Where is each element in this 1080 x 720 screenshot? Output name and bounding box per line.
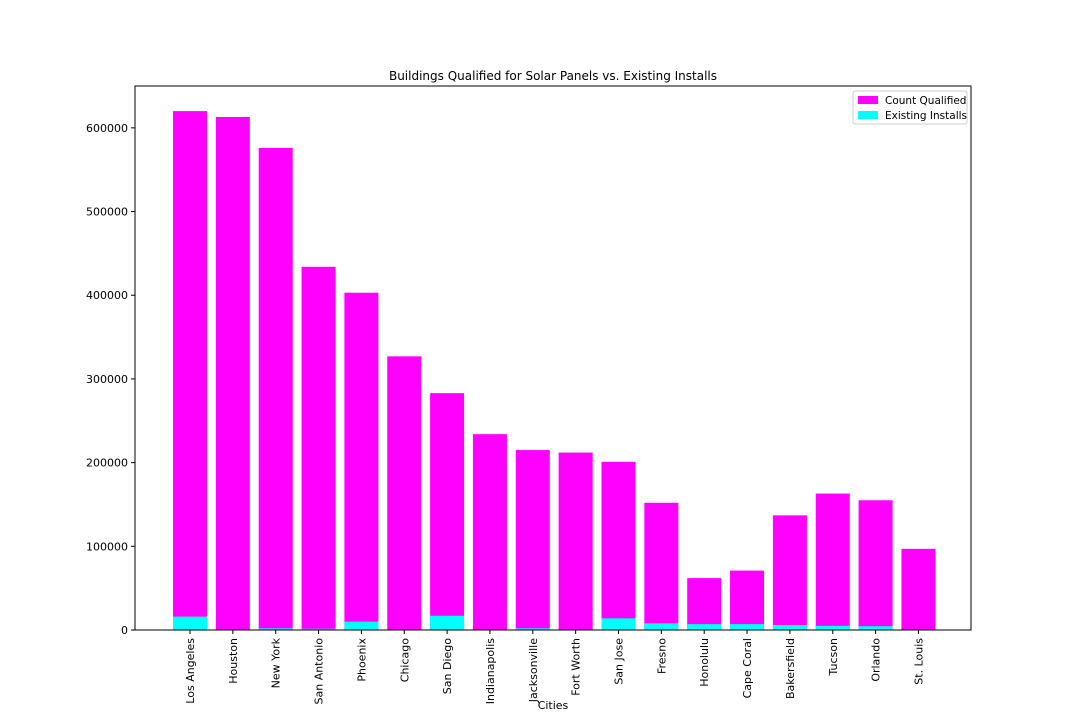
bar-installs-3 <box>301 628 336 630</box>
legend-swatch <box>858 111 878 119</box>
bar-qualified-17 <box>901 548 936 630</box>
x-tick-label: Tucson <box>827 638 840 677</box>
bar-qualified-3 <box>301 266 336 630</box>
legend-swatch <box>858 96 878 104</box>
y-tick-label: 100000 <box>86 540 128 553</box>
x-tick-label: Orlando <box>870 638 883 682</box>
y-tick-label: 200000 <box>86 457 128 470</box>
legend: Count Qualified Existing Installs <box>852 90 968 125</box>
legend-label: Existing Installs <box>885 110 967 122</box>
bar-installs-15 <box>815 625 850 630</box>
bar-qualified-6 <box>430 393 465 630</box>
bar-qualified-7 <box>472 434 507 630</box>
x-tick-label: Bakersfield <box>784 638 797 699</box>
x-tick-label: Jacksonville <box>527 638 540 704</box>
bar-installs-8 <box>515 628 550 630</box>
bar-qualified-16 <box>858 500 893 630</box>
bar-qualified-10 <box>601 461 636 630</box>
bar-qualified-14 <box>772 515 807 630</box>
x-tick-label: New York <box>270 637 283 688</box>
bar-installs-12 <box>687 624 722 630</box>
legend-label: Count Qualified <box>885 95 966 107</box>
bar-qualified-4 <box>344 292 379 630</box>
bar-installs-4 <box>344 621 379 630</box>
y-tick-label: 0 <box>121 624 128 637</box>
x-tick-label: St. Louis <box>912 638 925 685</box>
bar-installs-16 <box>858 626 893 630</box>
y-tick-label: 500000 <box>86 206 128 219</box>
chart-title: Buildings Qualified for Solar Panels vs.… <box>389 69 717 83</box>
x-tick-label: Cape Coral <box>741 638 754 698</box>
bar-qualified-15 <box>815 493 850 630</box>
bar-installs-0 <box>173 616 207 630</box>
x-tick-label: Los Angeles <box>184 638 197 704</box>
bar-installs-11 <box>644 623 679 630</box>
x-tick-label: San Diego <box>441 638 454 694</box>
y-axis: 0 100000 200000 300000 400000 500000 600000 <box>86 122 135 637</box>
x-tick-label: Chicago <box>398 638 411 682</box>
y-tick-label: 300000 <box>86 373 128 386</box>
bars-layer <box>173 111 936 631</box>
bar-qualified-0 <box>173 111 207 631</box>
x-axis-label: Cities <box>538 699 569 712</box>
bar-installs-14 <box>772 624 807 630</box>
bar-installs-13 <box>730 624 765 630</box>
bar-installs-10 <box>601 618 636 630</box>
x-tick-label: San Antonio <box>313 638 326 705</box>
x-tick-label: Indianapolis <box>484 638 497 705</box>
y-tick-label: 600000 <box>86 122 128 135</box>
x-tick-label: Honolulu <box>698 638 711 687</box>
bar-qualified-1 <box>215 116 250 631</box>
bar-qualified-13 <box>730 570 765 630</box>
bar-qualified-12 <box>687 578 722 630</box>
legend-frame <box>852 90 968 125</box>
x-tick-label: Fresno <box>655 638 668 674</box>
bar-qualified-5 <box>387 356 422 630</box>
bar-qualified-11 <box>644 502 679 630</box>
bar-installs-2 <box>258 628 293 630</box>
plot-frame <box>134 85 972 631</box>
x-tick-label: Phoenix <box>355 638 368 682</box>
bar-qualified-8 <box>515 450 550 630</box>
x-tick-label: San Jose <box>613 638 626 685</box>
x-tick-label: Fort Worth <box>570 638 583 696</box>
bar-qualified-9 <box>558 452 593 630</box>
bar-installs-6 <box>430 615 465 630</box>
x-axis: Los Angeles Houston New York San Antonio Pho… <box>184 630 925 705</box>
bar-qualified-2 <box>258 147 293 630</box>
y-tick-label: 400000 <box>86 289 128 302</box>
x-tick-label: Houston <box>227 638 240 684</box>
